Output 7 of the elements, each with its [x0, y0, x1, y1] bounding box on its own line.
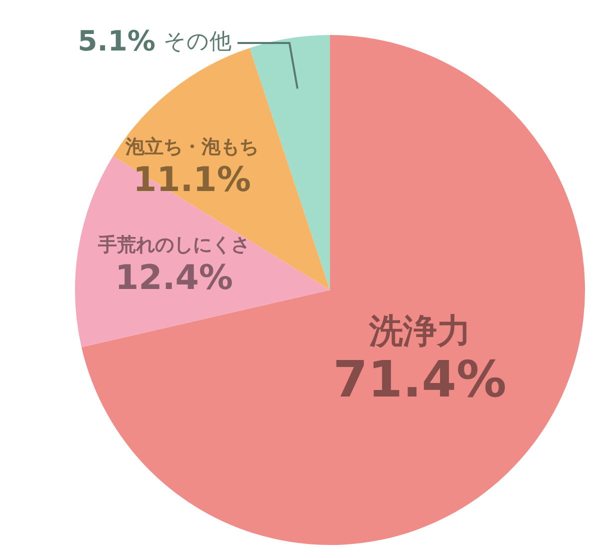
- data-label: 12.4%: [115, 258, 233, 298]
- data-label: 5.1%: [78, 24, 156, 58]
- slice-label: 泡立ち・泡もち: [124, 136, 258, 158]
- slice-label: 手荒れのしにくさ: [97, 234, 250, 256]
- data-label: 71.4%: [333, 350, 507, 408]
- slice-label: 洗浄力: [368, 311, 471, 352]
- slice-label: その他: [163, 30, 232, 55]
